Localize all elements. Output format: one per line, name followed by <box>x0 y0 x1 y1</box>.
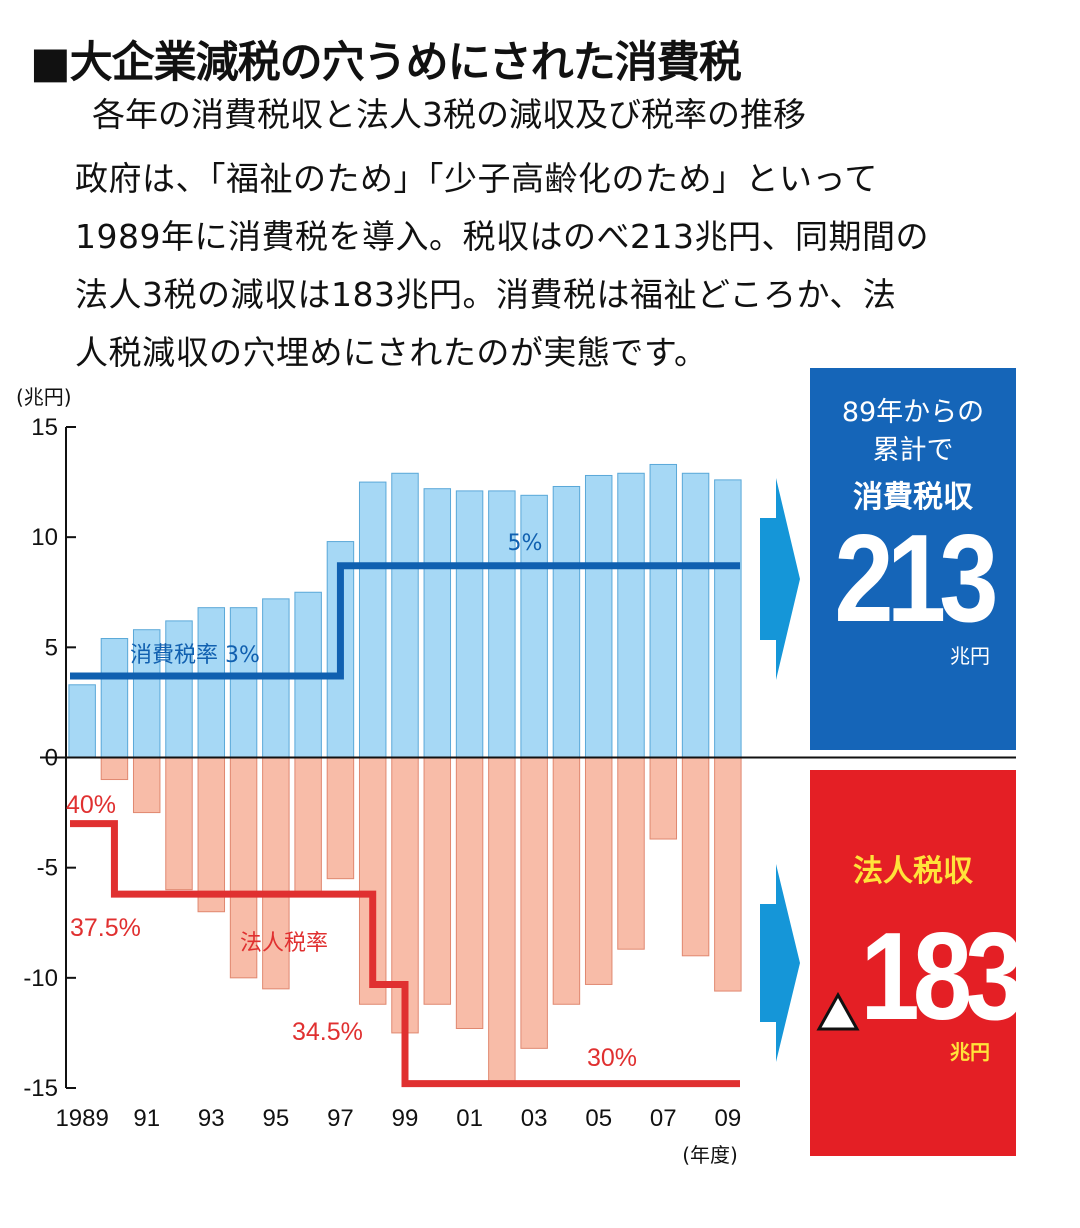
rate-line-name: 法人税率 <box>240 931 328 956</box>
x-tick-label: 95 <box>263 1105 290 1132</box>
x-tick-label: 1989 <box>55 1105 108 1132</box>
y-tick-label: -5 <box>37 855 58 882</box>
y-tick-label: 10 <box>31 524 58 551</box>
y-axis-unit: (兆円) <box>16 385 72 409</box>
arrow-icon <box>760 478 800 680</box>
consumption-bar <box>165 620 193 758</box>
consumption-bar <box>423 488 452 758</box>
y-tick-label: -10 <box>23 965 58 992</box>
consumption-bar <box>358 481 387 758</box>
corporate-bar <box>488 757 516 1082</box>
consumption-bar <box>617 472 645 758</box>
arrows <box>760 478 800 1062</box>
body-line: 政府は、「福祉のため」「少子高齢化のため」といって <box>75 159 878 198</box>
corporate-bar <box>584 757 613 985</box>
arrow-icon <box>760 864 800 1062</box>
rate-label: 34.5% <box>292 1018 363 1046</box>
consumption-total-panel: 89年からの 累計で 消費税収 213 兆円 <box>810 368 1016 750</box>
rate-label: 37.5% <box>70 914 141 942</box>
x-tick-label: 01 <box>456 1105 483 1132</box>
consumption-bar <box>520 494 548 758</box>
rate-label: 消費税率 3% <box>130 643 260 668</box>
decrease-triangle-icon <box>816 992 860 1031</box>
consumption-tax-bars <box>68 463 742 759</box>
page-subtitle: 各年の消費税収と法人3税の減収及び税率の推移 <box>92 95 806 134</box>
corporate-bar <box>714 757 742 992</box>
consumption-bar <box>197 607 226 758</box>
x-tick-label: 91 <box>133 1105 160 1132</box>
x-axis-unit: (年度) <box>682 1143 738 1167</box>
rate-line <box>70 820 740 1088</box>
corporate-total-panel: 法人税収 183 兆円 <box>810 770 1025 1156</box>
consumption-bar <box>100 638 129 759</box>
consumption-total-value: 213 <box>834 510 998 648</box>
corporate-bar <box>520 757 548 1049</box>
consumption-bar <box>714 479 742 758</box>
corporate-bar <box>423 757 452 1005</box>
corporate-bar <box>681 757 710 957</box>
consumption-bar <box>649 463 678 758</box>
consumption-bar <box>488 490 516 758</box>
consumption-bar <box>391 472 419 758</box>
consumption-bar <box>681 472 710 758</box>
rate-label: 30% <box>587 1044 637 1072</box>
x-tick-label: 09 <box>715 1105 742 1132</box>
x-tick-label: 07 <box>650 1105 677 1132</box>
x-tick-label: 97 <box>327 1105 354 1132</box>
panel-heading: 消費税収 <box>853 480 973 515</box>
corporate-bar <box>649 757 678 840</box>
corporate-bar <box>132 757 161 814</box>
chart-labels: 消費税率 3% 5% 40% 37.5% 34.5% 30% 法人税率 <box>66 531 637 1072</box>
rate-line <box>70 562 740 680</box>
x-tick-label: 99 <box>392 1105 419 1132</box>
consumption-bar <box>132 629 161 758</box>
corporate-bar <box>294 757 322 895</box>
y-tick-label: 0 <box>45 745 58 772</box>
consumption-bar <box>455 490 484 758</box>
rate-label: 5% <box>508 531 543 556</box>
y-tick-label: -15 <box>23 1075 58 1102</box>
panel-line: 89年からの <box>841 397 985 428</box>
panel-heading: 法人税収 <box>853 854 973 889</box>
corporate-tax-bars <box>100 757 742 1082</box>
corporate-bar <box>165 757 193 891</box>
consumption-bar <box>584 474 613 758</box>
corporate-bar <box>197 757 226 913</box>
corporate-bar <box>229 757 258 979</box>
consumption-bar <box>552 485 581 758</box>
body-line: 法人3税の減収は183兆円。消費税は福祉どころか、法 <box>75 275 897 314</box>
rate-label: 40% <box>66 791 116 819</box>
corporate-total-value: 183 <box>860 908 1024 1046</box>
panel-unit: 兆円 <box>950 1040 990 1064</box>
corporate-bar <box>100 757 129 781</box>
panel-unit: 兆円 <box>950 644 990 668</box>
y-tick-label: 5 <box>45 634 58 661</box>
corporate-bar <box>326 757 355 880</box>
consumption-bar <box>229 607 258 758</box>
corporate-bar <box>617 757 645 950</box>
x-tick-label: 93 <box>198 1105 225 1132</box>
x-tick-label: 03 <box>521 1105 548 1132</box>
y-tick-label: 15 <box>31 414 58 441</box>
body-text: 政府は、「福祉のため」「少子高齢化のため」といって 1989年に消費税を導入。税… <box>75 150 1035 382</box>
consumption-bar <box>68 684 96 758</box>
tax-rate-lines <box>70 562 740 1088</box>
x-tick-label: 05 <box>585 1105 612 1132</box>
page-title: ■大企業減税の穴うめにされた消費税 <box>30 38 742 88</box>
y-axis: 15 10 5 0 -5 -10 -15 (兆円) 1989 91 93 95 97 99 01 03 05 07… <box>16 385 1016 1167</box>
body-line: 1989年に消費税を導入。税収はのべ213兆円、同期間の <box>75 217 929 256</box>
panel-line: 累計で <box>872 435 954 466</box>
corporate-bar <box>552 757 581 1005</box>
corporate-bar <box>262 757 290 990</box>
corporate-bar <box>455 757 484 1030</box>
body-line: 人税減収の穴埋めにされたのが実態です。 <box>75 333 708 372</box>
